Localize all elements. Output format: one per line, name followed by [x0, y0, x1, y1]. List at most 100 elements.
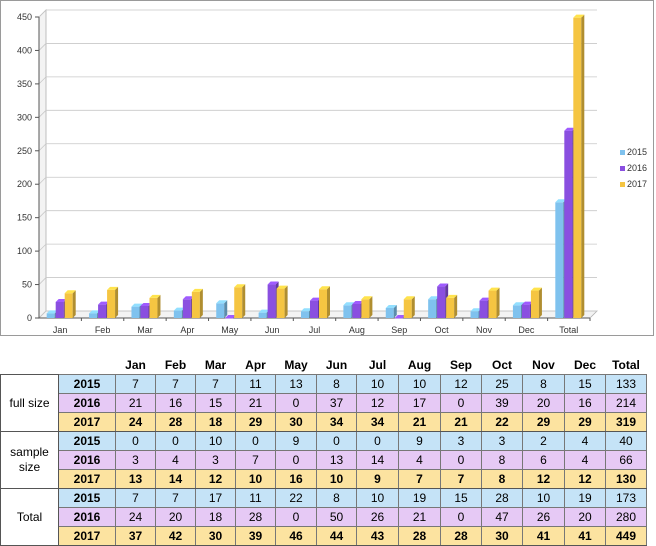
year-label: 2017: [58, 526, 116, 546]
table-cell: 46: [275, 526, 317, 546]
column-header: Dec: [573, 358, 596, 372]
table-cell: 41: [564, 526, 606, 546]
bar-top: [191, 288, 203, 292]
bar-top: [403, 296, 415, 300]
bar-front: [258, 312, 267, 318]
table-cell: 30: [195, 526, 236, 546]
bar-front: [343, 305, 352, 318]
bar-front: [267, 284, 276, 318]
table-cell: 7: [115, 374, 156, 394]
table-cell: 11: [235, 374, 276, 394]
bar: [64, 290, 76, 318]
bar-side: [242, 284, 246, 318]
table-row: sample size 2015 0 0 10 0 9 0 0 9 3 3 2 4 40: [0, 431, 647, 489]
table-cell: 15: [440, 488, 482, 508]
bar-front: [479, 300, 488, 318]
bar-front: [55, 301, 64, 318]
table-cell: 0: [115, 431, 156, 451]
table-cell: 13: [316, 450, 357, 470]
bar-front: [512, 305, 521, 318]
bar-top: [530, 287, 542, 291]
side-wall: [38, 9, 47, 319]
year-label: 2015: [58, 374, 116, 394]
bar-front: [394, 318, 403, 319]
table-cell: 29: [235, 412, 276, 432]
bar-front: [310, 300, 318, 318]
table-cell: 0: [316, 431, 357, 451]
column-header: Jan: [125, 358, 146, 372]
bar-top: [352, 300, 364, 304]
table-cell: 19: [564, 488, 606, 508]
column-header: Jun: [325, 358, 348, 372]
gridline-depth: [38, 76, 47, 85]
bar: [234, 284, 246, 318]
table-cell: 9: [398, 431, 441, 451]
bar-front: [446, 297, 455, 318]
bar-top: [267, 281, 279, 285]
bar-top: [470, 308, 482, 312]
table-cell: 3: [195, 450, 236, 470]
bar-chart: 0 50 100 150 200 250 300 350 400 450 Jan Feb Mar Apr M…: [17, 9, 647, 335]
table-cell: 26: [522, 507, 565, 527]
bar-side: [454, 294, 458, 318]
bar-top: [131, 303, 143, 307]
year-label: 2016: [58, 450, 116, 470]
column-header: Nov: [532, 358, 555, 372]
group-label: sample size: [0, 431, 59, 489]
table-cell: 34: [356, 412, 399, 432]
column-header: Apr: [245, 358, 266, 372]
legend-label: 2015: [627, 147, 647, 157]
bar-side: [581, 14, 585, 319]
column-header: Total: [612, 358, 640, 372]
table-cell: 10: [316, 469, 357, 489]
table-cell: 24: [115, 507, 156, 527]
bar-front: [521, 304, 530, 318]
y-tick-label: 250: [17, 146, 32, 156]
table-cell: 12: [440, 374, 482, 394]
bar-side: [224, 300, 228, 318]
bar-side: [496, 287, 500, 318]
table-row: 2017 37 42 30 39 46 44 43 28 28 30 41 41 449: [1, 526, 647, 546]
table-cell: 17: [195, 488, 236, 508]
table-cell: 21: [115, 393, 156, 413]
bar-front: [46, 313, 55, 318]
bar-top: [361, 296, 373, 300]
table-cell: 0: [275, 450, 317, 470]
table-cell: 39: [235, 526, 276, 546]
bar-top: [98, 301, 110, 305]
bar: [361, 296, 373, 318]
bar: [225, 315, 237, 319]
table-cell: 173: [605, 488, 647, 508]
bar-top: [437, 283, 449, 287]
table-cell: 7: [155, 488, 196, 508]
bar-front: [225, 318, 234, 319]
table-cell: 18: [195, 507, 236, 527]
table-cell: 8: [481, 469, 523, 489]
bar-front: [301, 311, 309, 318]
table-cell: 41: [522, 526, 565, 546]
bar-top: [55, 298, 67, 302]
table-cell: 16: [155, 393, 196, 413]
table-cell: 8: [522, 374, 565, 394]
table-cell: 14: [155, 469, 196, 489]
table-cell: 6: [522, 450, 565, 470]
table-cell: 30: [275, 412, 317, 432]
table-cell: 26: [356, 507, 399, 527]
bar-top: [428, 296, 440, 300]
year-label: 2017: [58, 469, 116, 489]
legend-label: 2017: [627, 179, 647, 189]
table-cell: 34: [316, 412, 357, 432]
table-cell: 10: [235, 469, 276, 489]
bar-top: [149, 294, 161, 298]
table-cell: 15: [195, 393, 236, 413]
table-cell: 2: [522, 431, 565, 451]
bar: [107, 286, 119, 318]
column-header: Mar: [204, 358, 227, 372]
bar-top: [182, 296, 194, 300]
table-row: 2016 24 20 18 28 0 50 26 21 0 47 26 20 280: [1, 507, 647, 527]
bar-top: [216, 300, 228, 304]
table-cell: 14: [356, 450, 399, 470]
x-tick-label: Total: [559, 325, 578, 335]
table-cell: 319: [605, 412, 647, 432]
legend-swatch: [620, 182, 625, 187]
